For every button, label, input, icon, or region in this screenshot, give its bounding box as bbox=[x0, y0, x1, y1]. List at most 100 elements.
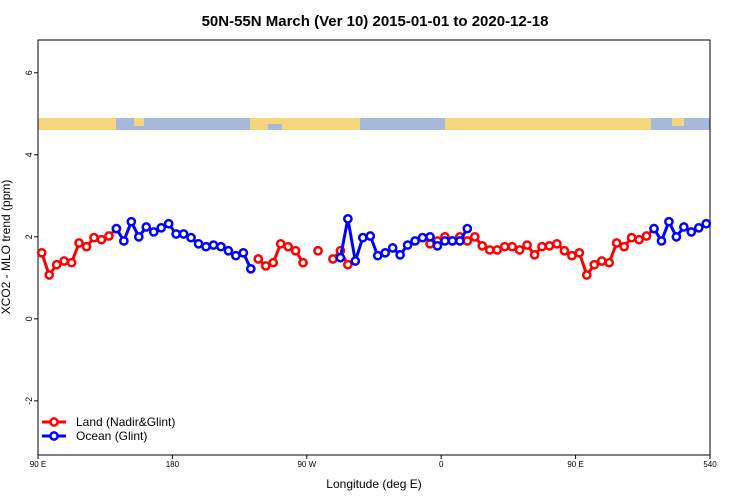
x-tick-label: 90 E bbox=[567, 460, 583, 469]
data-point bbox=[656, 236, 667, 246]
data-point bbox=[477, 241, 488, 251]
data-point bbox=[283, 241, 293, 252]
data-point bbox=[81, 241, 92, 252]
data-point bbox=[104, 231, 114, 241]
data-point bbox=[634, 234, 644, 245]
data-point bbox=[298, 257, 308, 268]
data-point bbox=[567, 250, 577, 261]
data-point bbox=[507, 241, 517, 252]
data-point bbox=[462, 236, 473, 246]
x-tick-label: 90 W bbox=[297, 460, 316, 469]
data-point bbox=[216, 241, 226, 252]
data-point bbox=[66, 257, 77, 268]
data-point bbox=[462, 223, 473, 234]
data-point bbox=[492, 245, 503, 255]
data-point bbox=[328, 254, 338, 264]
data-point bbox=[74, 238, 84, 248]
legend-marker bbox=[49, 431, 59, 441]
data-point bbox=[425, 231, 435, 242]
data-point bbox=[619, 241, 629, 252]
data-point bbox=[59, 256, 69, 266]
data-point bbox=[343, 259, 353, 270]
data-point bbox=[484, 245, 495, 255]
y-tick-label: 4 bbox=[24, 152, 34, 157]
data-point bbox=[529, 250, 540, 260]
data-point bbox=[469, 231, 480, 242]
data-point bbox=[148, 227, 159, 237]
data-point bbox=[641, 231, 652, 241]
data-point bbox=[253, 254, 264, 264]
chart-title: 50N-55N March (Ver 10) 2015-01-01 to 202… bbox=[202, 13, 549, 30]
data-point bbox=[178, 229, 189, 239]
data-point bbox=[245, 263, 256, 274]
legend-label: Ocean (Glint) bbox=[76, 429, 147, 443]
data-point bbox=[156, 222, 167, 233]
data-point bbox=[447, 236, 458, 246]
data-point bbox=[664, 216, 674, 227]
data-point bbox=[365, 231, 376, 241]
x-axis-label: Longitude (deg E) bbox=[326, 477, 421, 491]
data-point bbox=[671, 231, 682, 242]
y-tick-label: 0 bbox=[24, 316, 34, 321]
data-point bbox=[380, 247, 391, 258]
data-point bbox=[133, 231, 144, 242]
data-point bbox=[44, 270, 55, 280]
data-point bbox=[126, 216, 137, 227]
data-point bbox=[275, 238, 286, 249]
x-tick-label: 0 bbox=[439, 460, 444, 469]
data-point bbox=[268, 257, 279, 268]
data-point bbox=[522, 240, 532, 250]
data-point bbox=[455, 236, 465, 246]
legend-label: Land (Nadir&Glint) bbox=[76, 415, 175, 429]
x-tick-label: 90 E bbox=[30, 460, 46, 469]
data-point bbox=[186, 232, 196, 243]
y-tick-label: -2 bbox=[24, 397, 34, 405]
data-point bbox=[36, 247, 47, 258]
data-point bbox=[514, 245, 525, 255]
data-point bbox=[89, 232, 99, 243]
data-point bbox=[410, 236, 420, 246]
data-point bbox=[626, 232, 637, 243]
data-point bbox=[499, 241, 510, 252]
data-point bbox=[417, 232, 428, 243]
data-point bbox=[559, 245, 570, 256]
data-point bbox=[596, 256, 607, 266]
data-point bbox=[171, 229, 181, 239]
data-point bbox=[96, 234, 107, 245]
data-point bbox=[119, 236, 129, 246]
data-point bbox=[111, 223, 122, 234]
data-point bbox=[402, 240, 413, 250]
data-point bbox=[574, 247, 585, 258]
data-point bbox=[238, 247, 249, 258]
data-point bbox=[163, 218, 174, 229]
data-point bbox=[544, 241, 555, 251]
data-point bbox=[701, 218, 712, 229]
y-axis-label: XCO2 - MLO trend (ppm) bbox=[0, 180, 13, 315]
plot-frame bbox=[37, 39, 711, 456]
data-point bbox=[260, 261, 271, 271]
data-point bbox=[231, 250, 241, 261]
data-point bbox=[693, 222, 704, 233]
data-point bbox=[581, 270, 592, 280]
data-point bbox=[686, 227, 697, 237]
data-point bbox=[208, 240, 219, 250]
data-point bbox=[432, 241, 443, 251]
data-point bbox=[201, 241, 211, 252]
data-point bbox=[141, 222, 152, 232]
data-point bbox=[343, 213, 353, 224]
data-point bbox=[335, 252, 346, 263]
y-tick-label: 2 bbox=[24, 234, 34, 239]
map-stripe bbox=[38, 118, 710, 130]
data-point bbox=[395, 250, 405, 260]
data-point bbox=[350, 256, 361, 266]
data-point bbox=[537, 241, 547, 252]
legend-marker bbox=[49, 417, 59, 427]
data-point bbox=[313, 245, 323, 256]
data-point bbox=[357, 232, 368, 243]
data-point bbox=[372, 250, 383, 261]
data-point bbox=[679, 222, 689, 232]
data-point bbox=[649, 223, 659, 234]
data-point bbox=[223, 245, 234, 256]
data-point bbox=[552, 238, 562, 249]
